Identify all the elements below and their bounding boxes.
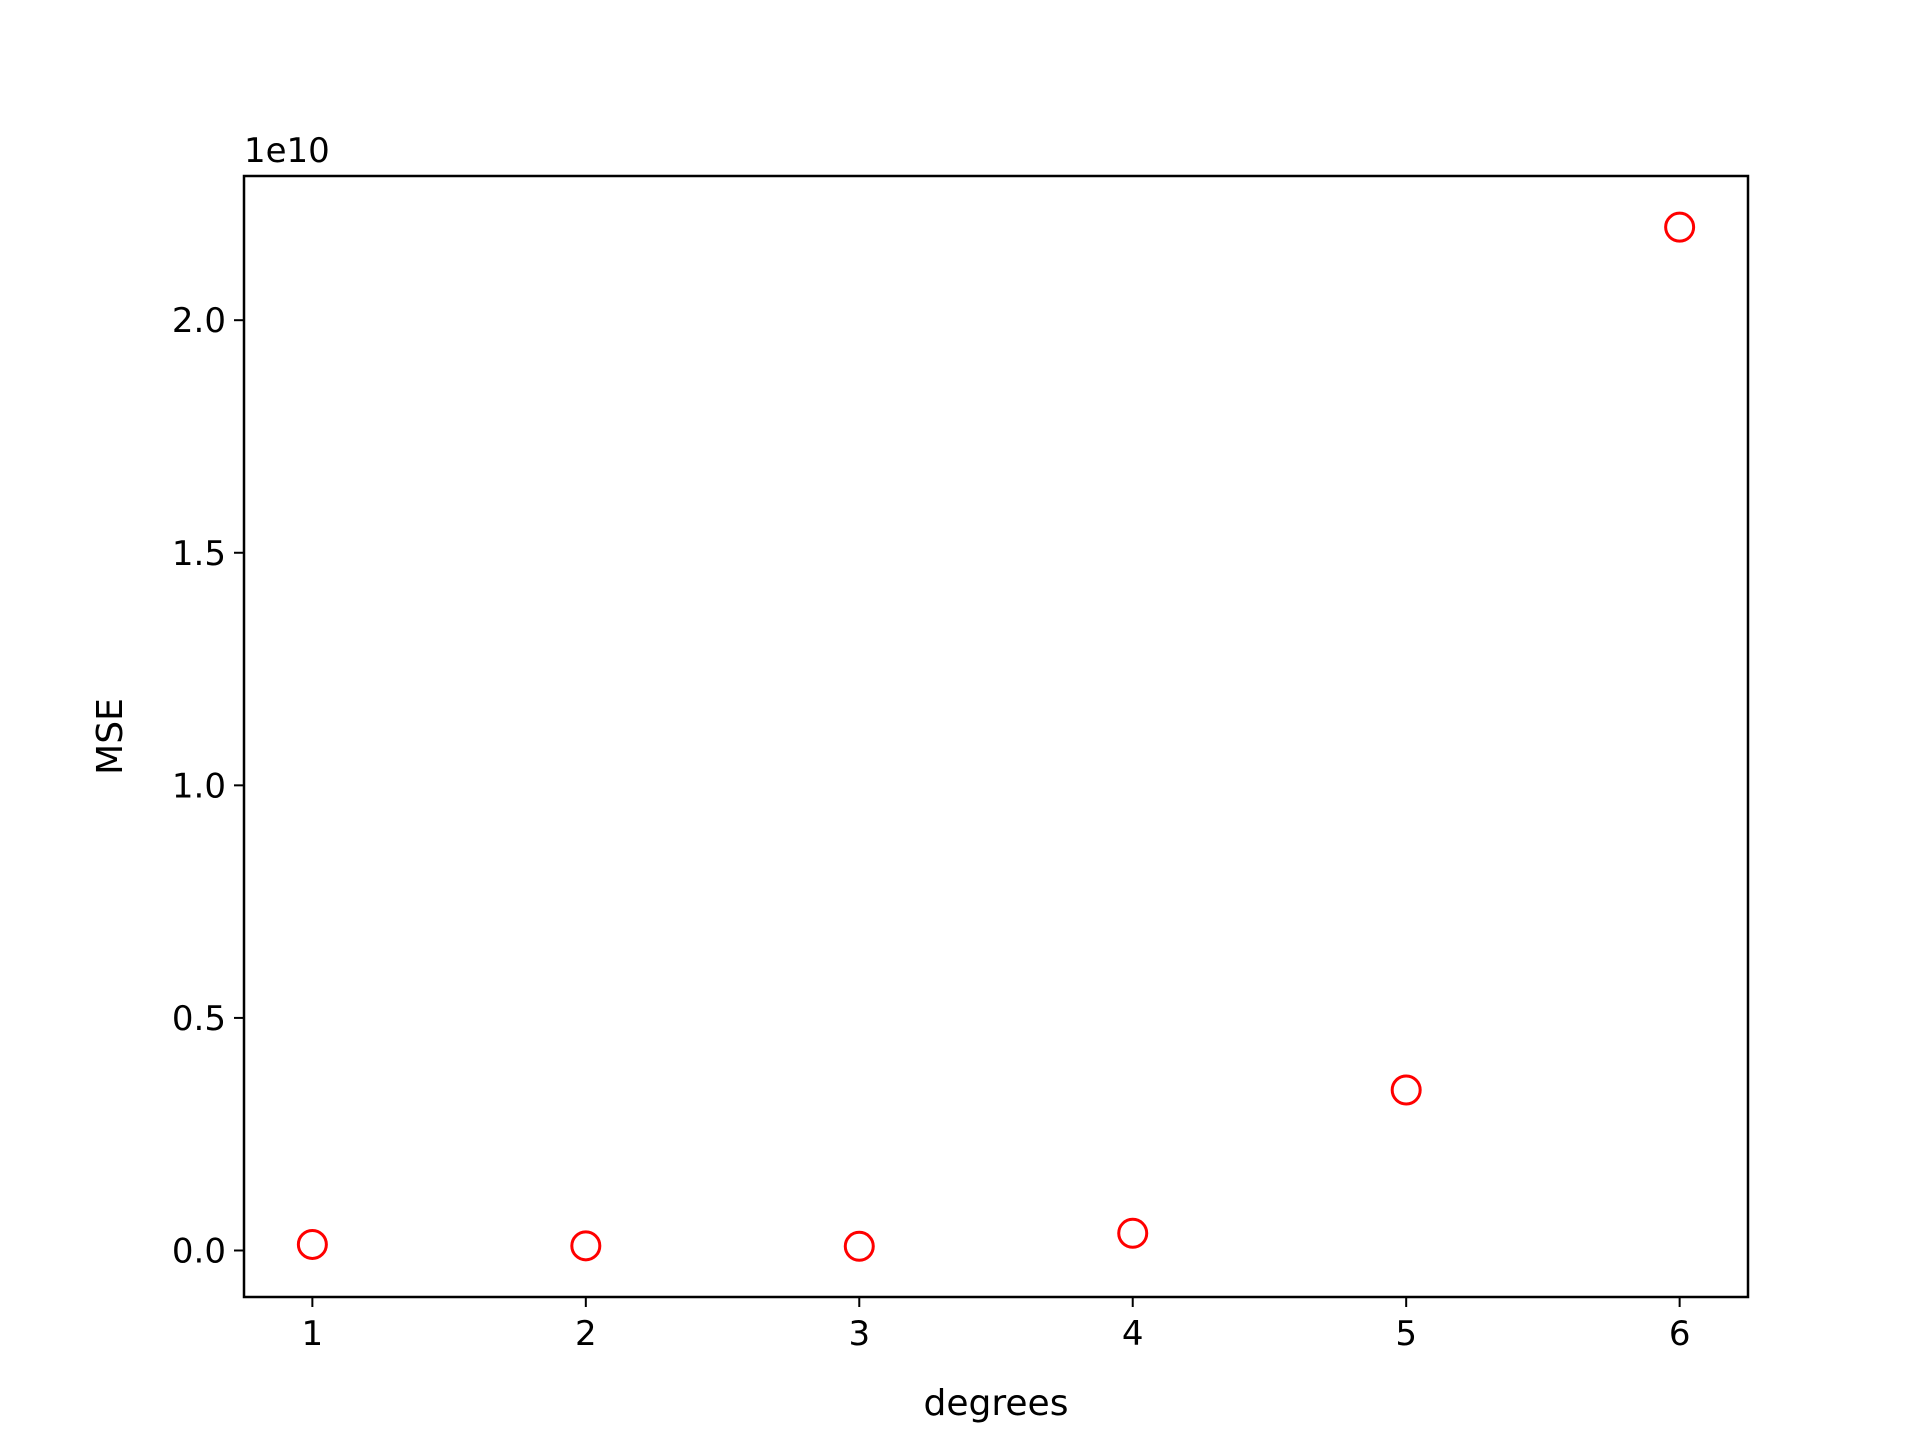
data-point — [1117, 1217, 1149, 1249]
x-tick-label: 4 — [1122, 1314, 1144, 1354]
y-tick-label: 0.0 — [172, 1231, 226, 1271]
data-points — [296, 211, 1696, 1262]
data-point — [296, 1228, 328, 1260]
x-tick-label: 2 — [575, 1314, 597, 1354]
data-point — [570, 1230, 602, 1262]
x-tick-label: 1 — [302, 1314, 324, 1354]
y-tick-label: 1.5 — [172, 534, 226, 574]
x-axis-label: degrees — [924, 1383, 1069, 1424]
y-axis-offset-label: 1e10 — [244, 131, 330, 171]
x-tick-label: 3 — [848, 1314, 870, 1354]
y-tick-label: 1.0 — [172, 766, 226, 806]
data-point — [843, 1230, 875, 1262]
y-axis-label: MSE — [90, 698, 131, 775]
plot-frame — [242, 174, 1750, 1299]
x-tick-label: 5 — [1395, 1314, 1417, 1354]
y-tick-label: 0.5 — [172, 999, 226, 1039]
axis-ticks: 1 2 3 4 5 6 0.0 0.5 1.0 1.5 2.0 — [172, 301, 1691, 1354]
y-tick-label: 2.0 — [172, 301, 226, 341]
data-point — [1664, 211, 1696, 243]
x-tick-label: 6 — [1669, 1314, 1691, 1354]
data-point — [1390, 1074, 1422, 1106]
